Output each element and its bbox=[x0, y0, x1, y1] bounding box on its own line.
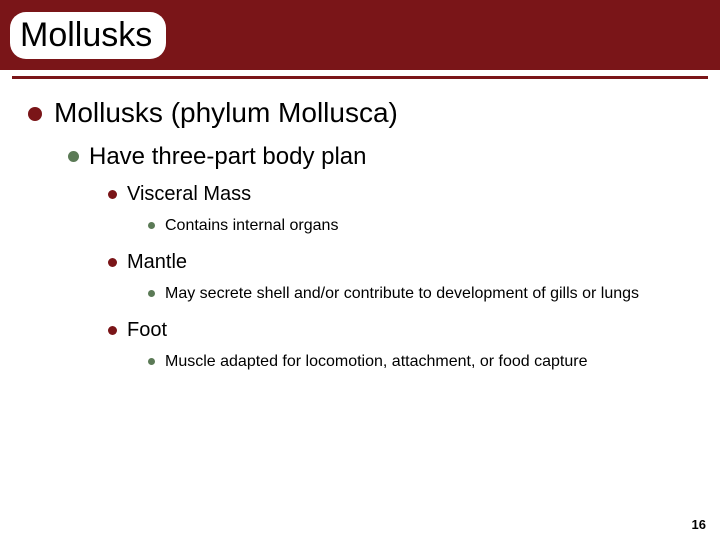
lvl1-text: Mollusks (phylum Mollusca) bbox=[54, 97, 398, 129]
bullet-level-4: Contains internal organs bbox=[148, 216, 704, 237]
bullet-level-1: Mollusks (phylum Mollusca) bbox=[28, 97, 704, 129]
slide-title: Mollusks bbox=[20, 16, 152, 55]
content-area: Mollusks (phylum Mollusca) Have three-pa… bbox=[0, 79, 720, 372]
bullet-level-3: Mantle bbox=[108, 251, 704, 274]
bullet-icon bbox=[68, 151, 79, 162]
bullet-level-2: Have three-part body plan bbox=[68, 143, 704, 171]
lvl2-text: Have three-part body plan bbox=[89, 143, 367, 171]
part-detail: Contains internal organs bbox=[165, 216, 338, 237]
bullet-level-3: Visceral Mass bbox=[108, 183, 704, 206]
bullet-icon bbox=[108, 326, 117, 335]
part-name: Visceral Mass bbox=[127, 183, 251, 206]
bullet-level-4: Muscle adapted for locomotion, attachmen… bbox=[148, 352, 704, 373]
bullet-icon bbox=[28, 107, 42, 121]
part-detail: May secrete shell and/or contribute to d… bbox=[165, 284, 639, 305]
bullet-icon bbox=[148, 222, 155, 229]
bullet-icon bbox=[108, 258, 117, 267]
part-detail: Muscle adapted for locomotion, attachmen… bbox=[165, 352, 587, 373]
bullet-icon bbox=[108, 190, 117, 199]
bullet-level-4: May secrete shell and/or contribute to d… bbox=[148, 284, 704, 305]
part-name: Mantle bbox=[127, 251, 187, 274]
slide: Mollusks Mollusks (phylum Mollusca) Have… bbox=[0, 0, 720, 540]
bullet-icon bbox=[148, 358, 155, 365]
bullet-icon bbox=[148, 290, 155, 297]
title-band: Mollusks bbox=[0, 0, 720, 70]
bullet-level-3: Foot bbox=[108, 319, 704, 342]
title-container: Mollusks bbox=[10, 12, 166, 59]
page-number: 16 bbox=[692, 517, 706, 532]
part-name: Foot bbox=[127, 319, 167, 342]
